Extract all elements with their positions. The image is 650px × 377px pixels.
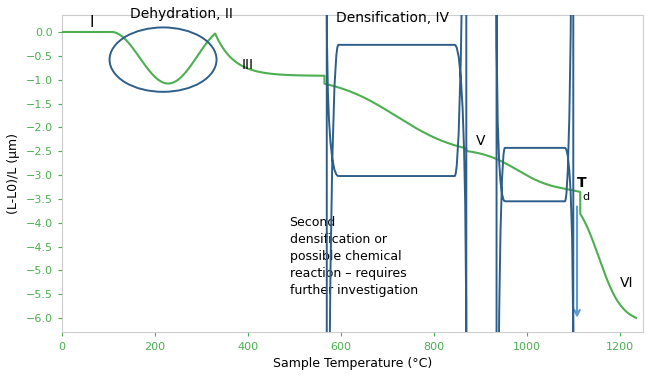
Text: Second
densification or
possible chemical
reaction – requires
further investigat: Second densification or possible chemica… <box>289 216 418 297</box>
Y-axis label: (L-L0)/L (μm): (L-L0)/L (μm) <box>7 133 20 215</box>
Text: V: V <box>476 135 485 149</box>
Text: Dehydration, II: Dehydration, II <box>131 8 233 21</box>
X-axis label: Sample Temperature (°C): Sample Temperature (°C) <box>273 357 432 370</box>
Text: d: d <box>582 192 590 202</box>
Text: I: I <box>90 15 94 29</box>
Text: Densification, IV: Densification, IV <box>336 11 449 25</box>
Text: T: T <box>577 176 587 190</box>
Text: III: III <box>242 58 254 72</box>
Text: VI: VI <box>620 276 633 290</box>
